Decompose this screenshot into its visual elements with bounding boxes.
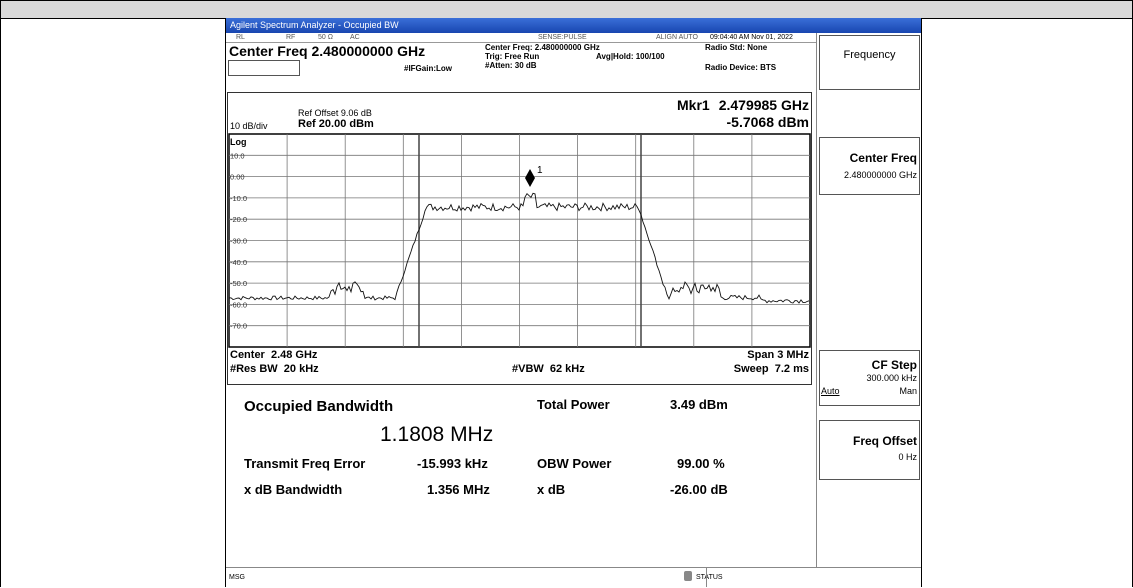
softkey-man[interactable]: Man: [899, 386, 917, 396]
center-freq-small: Center Freq: 2.480000000 GHz: [485, 43, 600, 52]
marker-label: Mkr1: [677, 97, 710, 113]
status: STATUS: [696, 574, 723, 581]
obw-power: 99.00 %: [677, 456, 725, 471]
softkey-label: CF Step: [871, 358, 917, 372]
total-power-label: Total Power: [537, 397, 610, 412]
res-bw: #Res BW 20 kHz: [230, 363, 319, 375]
avg-hold: Avg|Hold: 100/100: [596, 52, 665, 61]
ref-level: Ref 20.00 dBm: [298, 118, 374, 130]
plot-frame: [227, 92, 812, 385]
total-power: 3.49 dBm: [670, 397, 728, 412]
input-box: [228, 60, 300, 76]
softkey-value: 0 Hz: [898, 452, 917, 462]
y-tick-label: -10.0: [230, 194, 247, 203]
doc-header: [0, 0, 1133, 19]
screenshot: [225, 18, 922, 587]
freq-error: -15.993 kHz: [417, 456, 488, 471]
center-freq: Center Freq 2.480000000 GHz: [229, 43, 426, 59]
atten: #Atten: 30 dB: [485, 61, 537, 70]
softkey-value: 2.480000000 GHz: [843, 170, 917, 180]
y-tick-label: -50.0: [230, 279, 247, 288]
status-icon: [684, 571, 692, 581]
sweep: Sweep 7.2 ms: [733, 363, 809, 375]
y-tick-label: -60.0: [230, 300, 247, 309]
xdb-bw-label: x dB Bandwidth: [244, 482, 343, 497]
softkey-center-freq[interactable]: Center Freq 2.480000000 GHz: [819, 137, 920, 195]
softkey-value: 300.000 kHz: [866, 373, 917, 383]
softkey-label: Freq Offset: [852, 434, 917, 448]
marker-freq: 2.479985 GHz: [718, 97, 809, 113]
window-title: Agilent Spectrum Analyzer - Occupied BW: [230, 20, 399, 30]
occupied-bw: 1.1808 MHz: [380, 423, 494, 446]
trace: [228, 192, 810, 304]
menu-title: Frequency: [843, 49, 896, 61]
y-tick-label: -40.0: [230, 258, 247, 267]
softkey-auto[interactable]: Auto: [821, 386, 840, 396]
radio-std: Radio Std: None: [705, 43, 768, 52]
softkey-freq-offset[interactable]: Freq Offset 0 Hz: [819, 420, 920, 480]
mode: RL: [236, 34, 245, 41]
xdb-bw: 1.356 MHz: [427, 482, 490, 497]
y-tick-label: 0.00: [230, 173, 245, 182]
vbw: #VBW 62 kHz: [512, 363, 585, 375]
plot-area: 10.0 0.00 -10.0 -20.0 -30.0 -40.0 -50.0 -60.0 -7…: [228, 133, 811, 348]
log: Log: [230, 137, 247, 147]
y-tick-label: -70.0: [230, 322, 247, 331]
softkey-panel: [816, 33, 922, 567]
if-gain: #IFGain:Low: [404, 64, 452, 73]
marker-level: -5.7068 dBm: [726, 114, 809, 130]
occupied-bw-label: Occupied Bandwidth: [244, 398, 394, 415]
obw-power-label: OBW Power: [537, 456, 612, 471]
msg: MSG: [229, 574, 245, 581]
softkey-cf-step[interactable]: CF Step 300.000 kHz Auto Man: [819, 350, 920, 406]
radio-device: Radio Device: BTS: [705, 63, 777, 72]
align: ALIGN AUTO: [656, 34, 698, 41]
doc-border-left: [0, 18, 1, 587]
softkey-label: Center Freq: [849, 151, 917, 165]
footer-divider: [706, 567, 707, 587]
xdb: -26.00 dB: [670, 482, 728, 497]
softkey-menu: Frequency: [819, 35, 920, 90]
title-bar: [226, 18, 921, 33]
scale: 10 dB/div: [230, 121, 268, 131]
y-tick-label: -20.0: [230, 215, 247, 224]
timestamp: 09:04:40 AM Nov 01, 2022: [710, 34, 793, 41]
impedance: 50 Ω: [318, 34, 333, 41]
rf: RF: [286, 34, 296, 41]
y-tick-label: -30.0: [230, 237, 247, 246]
marker: [525, 169, 535, 187]
y-tick-label: 10.0: [230, 151, 245, 160]
footer: [226, 567, 921, 588]
center: Center 2.48 GHz: [230, 349, 318, 361]
trig: Trig: Free Run: [485, 52, 540, 61]
span: Span 3 MHz: [747, 349, 809, 361]
xdb-label: x dB: [537, 482, 566, 497]
status-row: RL RF 50 Ω AC SENSE:PULSE ALIGN AUTO 09:…: [226, 33, 816, 43]
marker-number: 1: [537, 165, 543, 176]
coupling: AC: [350, 34, 360, 41]
sense: SENSE:PULSE: [538, 34, 587, 41]
ref-offset: Ref Offset 9.06 dB: [298, 108, 372, 118]
freq-error-label: Transmit Freq Error: [244, 456, 366, 471]
